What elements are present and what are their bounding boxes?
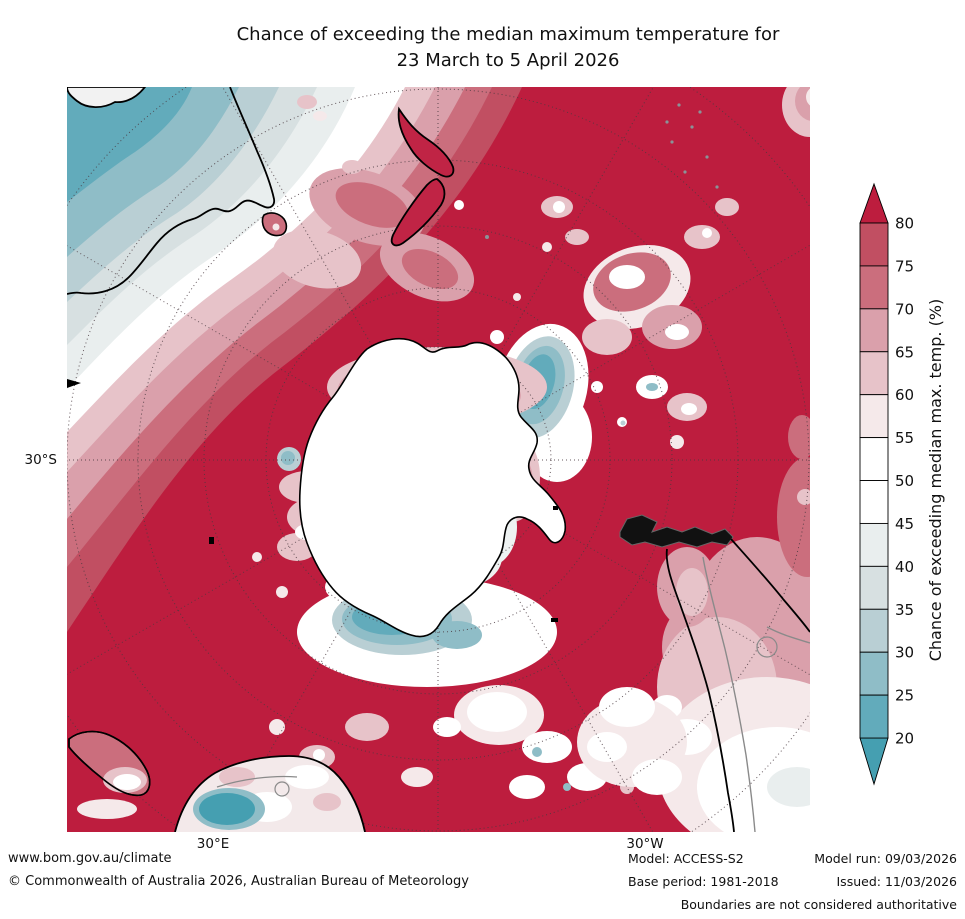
colorbar-arrow-below-min xyxy=(859,737,889,786)
longitude-label-west: 30°W xyxy=(626,836,664,852)
coastlines xyxy=(67,87,810,832)
madagascar-coastline xyxy=(68,730,151,819)
colorbar-tick-label: 55 xyxy=(895,429,914,447)
australia-sw-tip xyxy=(67,87,147,109)
colorbar-tick-label: 60 xyxy=(895,386,914,404)
colorbar-tick-label: 25 xyxy=(895,687,914,705)
colorbar-segment xyxy=(859,651,889,696)
page-title-period: 23 March to 5 April 2026 xyxy=(396,50,620,71)
colorbar-arrow-above-max xyxy=(859,182,889,224)
colorbar-segment xyxy=(859,565,889,610)
africa-coastline xyxy=(174,755,366,832)
colorbar-tick-label: 75 xyxy=(895,257,914,275)
colorbar-segment xyxy=(859,437,889,481)
model-label: Model: ACCESS-S2 xyxy=(628,851,744,866)
colorbar-tick-label: 50 xyxy=(895,472,914,490)
colorbar-segment xyxy=(859,608,889,653)
colorbar-tick-label: 45 xyxy=(895,515,914,533)
new-zealand-coastline xyxy=(390,106,455,247)
country-border xyxy=(702,556,756,832)
small-islands xyxy=(67,103,719,622)
copyright-notice: © Commonwealth of Australia 2026, Austra… xyxy=(8,874,469,889)
colorbar-segment xyxy=(859,351,889,396)
latitude-label: 30°S xyxy=(24,452,58,468)
colorbar-tick-label: 40 xyxy=(895,558,914,576)
base-period-label: Base period: 1981-2018 xyxy=(628,874,779,889)
colorbar-segment xyxy=(859,694,889,739)
website-link[interactable]: www.bom.gov.au/climate xyxy=(8,851,172,866)
colorbar-tick-label: 70 xyxy=(895,300,914,318)
colorbar-tick-label: 20 xyxy=(895,730,914,748)
colorbar: 80 75 70 65 60 55 50 45 40 35 30 25 20 Chance of exc… xyxy=(859,182,945,786)
colorbar-segment xyxy=(859,265,889,310)
antarctic-probability-map xyxy=(67,87,810,832)
colorbar-tick-label: 30 xyxy=(895,644,914,662)
colorbar-tick-label: 80 xyxy=(895,215,914,233)
graticule xyxy=(67,87,810,832)
model-run-label: Model run: 09/03/2026 xyxy=(814,851,957,866)
boundaries-disclaimer: Boundaries are not considered authoritat… xyxy=(680,897,957,912)
longitude-label-east: 30°E xyxy=(196,836,230,852)
australia-coastline xyxy=(67,87,276,295)
colorbar-axis-label: Chance of exceeding median max. temp. (%… xyxy=(926,299,945,662)
colorbar-segment xyxy=(859,222,889,267)
page-title: Chance of exceeding the median maximum t… xyxy=(236,24,780,45)
colorbar-segment xyxy=(859,394,889,439)
colorbar-segment xyxy=(859,522,889,567)
colorbar-tick-label: 65 xyxy=(895,343,914,361)
issued-label: Issued: 11/03/2026 xyxy=(836,874,958,889)
colorbar-segment xyxy=(859,480,889,524)
colorbar-tick-label: 35 xyxy=(895,601,914,619)
colorbar-segment xyxy=(859,308,889,353)
south-america-coastline xyxy=(619,514,810,832)
